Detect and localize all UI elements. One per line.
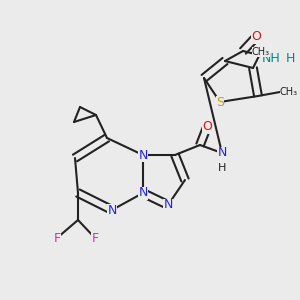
Text: F: F [53,232,61,244]
Text: O: O [251,31,261,44]
Text: H: H [286,52,295,64]
Text: N: N [138,148,148,161]
Text: N: N [217,146,227,160]
Text: CH₃: CH₃ [252,47,270,57]
Text: N: N [138,187,148,200]
Text: N: N [107,203,117,217]
Text: H: H [218,163,226,173]
Text: O: O [202,121,212,134]
Text: N: N [163,199,173,212]
Text: S: S [216,95,224,109]
Text: F: F [92,232,99,244]
Text: CH₃: CH₃ [280,87,298,97]
Text: NH: NH [262,52,281,64]
